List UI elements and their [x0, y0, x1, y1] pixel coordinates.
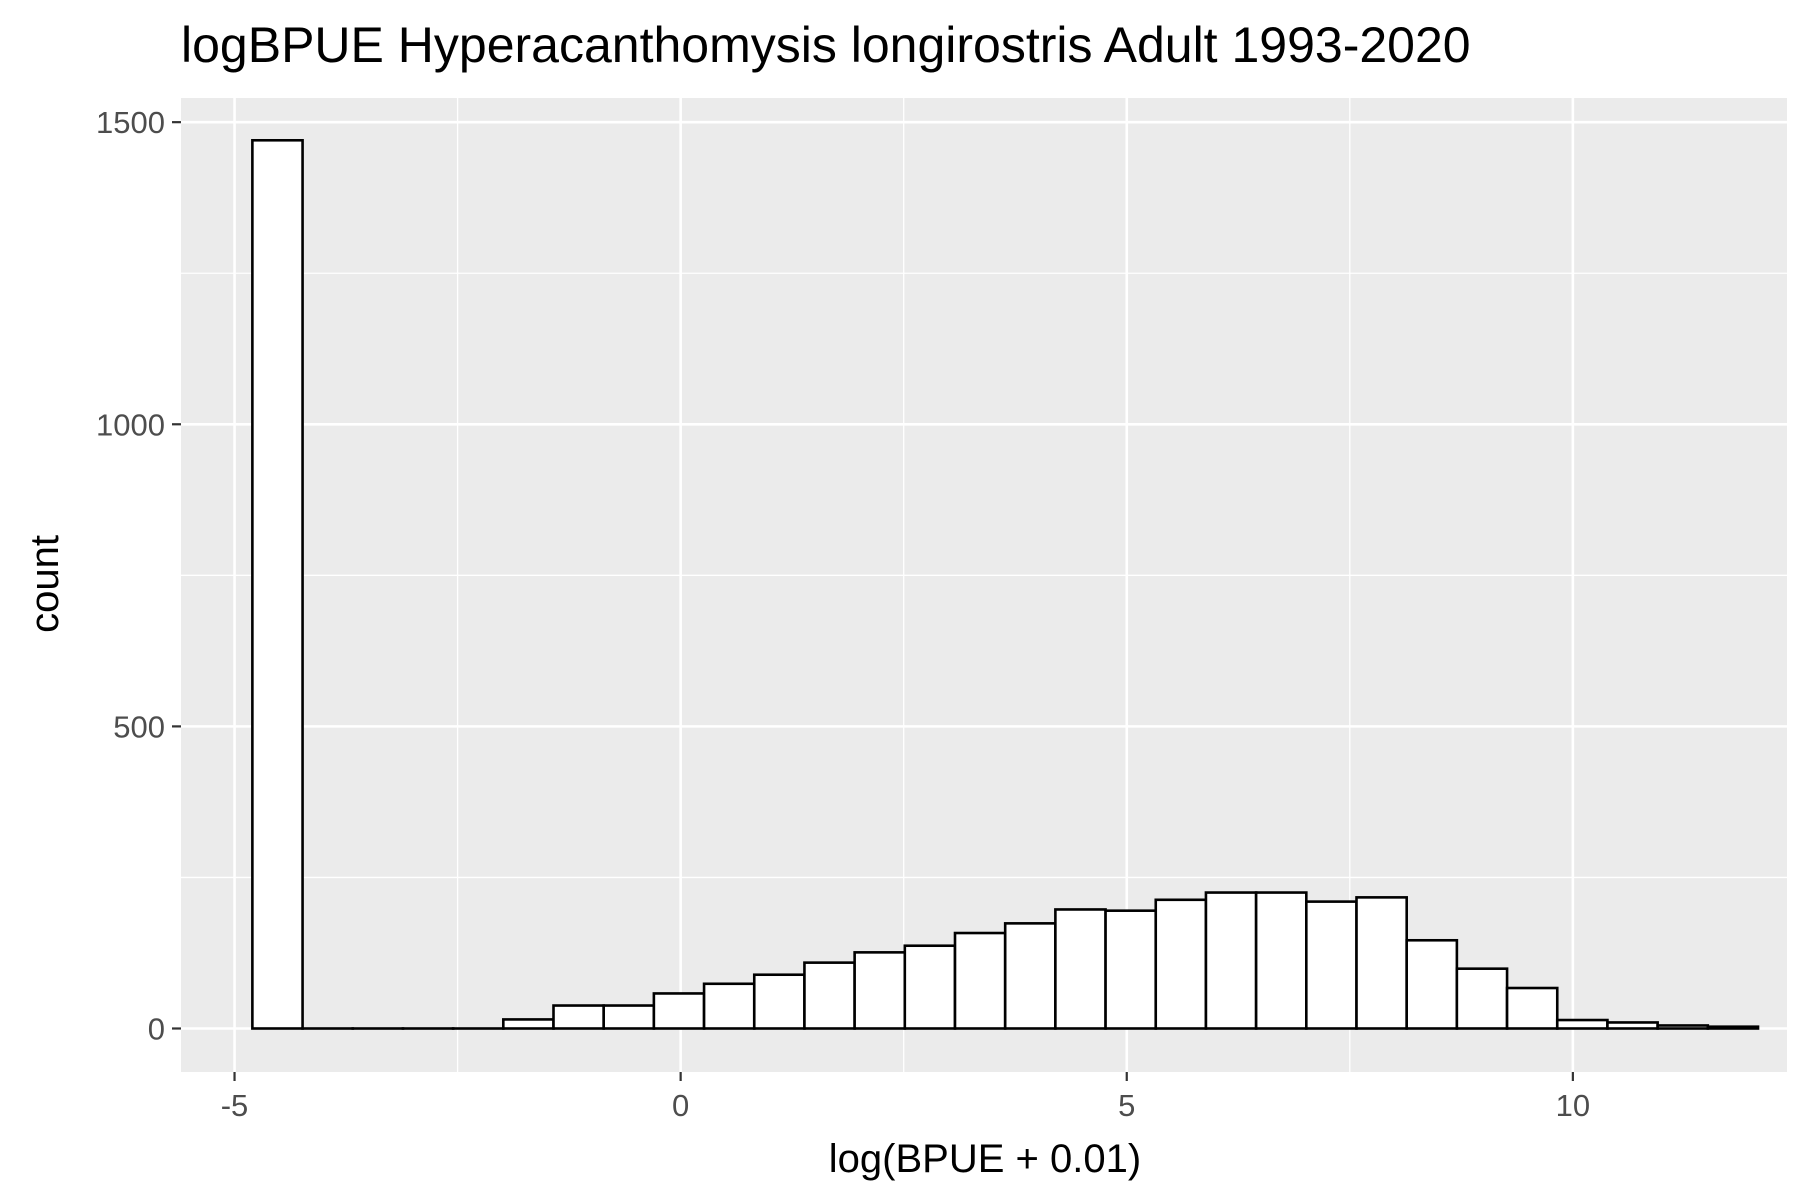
histogram-bar — [1104, 909, 1158, 1030]
x-tick-label: 0 — [672, 1088, 689, 1123]
histogram-bar — [1254, 891, 1308, 1030]
histogram-bar — [803, 961, 856, 1030]
histogram-bar — [1054, 908, 1107, 1030]
y-tick-label: 1000 — [96, 407, 165, 442]
histogram-bar — [1606, 1021, 1659, 1030]
chart-title: logBPUE Hyperacanthomysis longirostris A… — [181, 17, 1471, 73]
histogram-bar — [1154, 898, 1208, 1030]
histogram-bar — [953, 931, 1007, 1030]
histogram-bar — [1656, 1024, 1710, 1030]
histogram-bar — [1706, 1025, 1760, 1030]
histogram-bar — [1455, 967, 1509, 1030]
histogram-bar — [1555, 1018, 1609, 1030]
histogram-bar — [251, 138, 304, 1030]
histogram-bar — [1305, 900, 1358, 1030]
minor-gridlines — [181, 98, 1787, 1072]
x-tick-label: 10 — [1556, 1088, 1590, 1123]
histogram-bar — [1204, 891, 1258, 1030]
x-tick-label: 5 — [1118, 1088, 1135, 1123]
histogram-bar — [752, 973, 806, 1030]
histogram-bar — [1505, 986, 1559, 1030]
y-tick-label: 1500 — [96, 105, 165, 140]
histogram-bar — [903, 944, 957, 1030]
y-tick-label: 500 — [113, 709, 165, 744]
y-axis: 0 500 1000 1500 — [96, 105, 181, 1046]
histogram-bar — [602, 1004, 656, 1030]
x-tick-label: -5 — [221, 1088, 249, 1123]
plot-panel — [181, 98, 1787, 1072]
x-axis: -5 0 5 10 — [221, 1072, 1590, 1123]
histogram-bar — [652, 992, 706, 1030]
y-tick-label: 0 — [148, 1011, 165, 1046]
histogram-bars — [251, 138, 1760, 1030]
histogram-bar — [502, 1018, 555, 1030]
histogram-bar — [702, 982, 756, 1030]
histogram-bar — [1405, 938, 1459, 1030]
histogram-bar — [1355, 896, 1408, 1030]
histogram-bar — [1003, 922, 1057, 1030]
x-axis-title: log(BPUE + 0.01) — [829, 1137, 1141, 1181]
histogram-bar — [853, 951, 907, 1030]
histogram-bar — [552, 1004, 605, 1030]
y-axis-title: count — [23, 535, 67, 633]
